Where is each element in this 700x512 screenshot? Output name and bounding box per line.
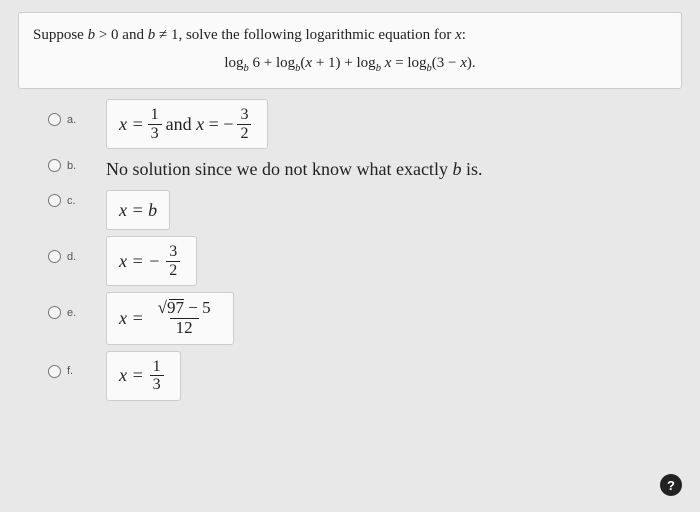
option-row: e. x =√97 − 512 bbox=[48, 292, 682, 344]
option-box[interactable]: x =√97 − 512 bbox=[106, 292, 234, 344]
option-text: No solution since we do not know what ex… bbox=[106, 155, 482, 184]
option-box[interactable]: x =13 bbox=[106, 351, 181, 401]
option-letter: b. bbox=[67, 160, 76, 172]
option-letter: f. bbox=[67, 365, 73, 377]
option-row: b. No solution since we do not know what … bbox=[48, 155, 682, 184]
radio-button[interactable] bbox=[48, 113, 61, 126]
option-row: d. x = −32 bbox=[48, 236, 682, 286]
radio-button[interactable] bbox=[48, 159, 61, 172]
option-row: c. x = b bbox=[48, 190, 682, 230]
radio-button[interactable] bbox=[48, 306, 61, 319]
option-letter: c. bbox=[67, 195, 76, 207]
radio-button[interactable] bbox=[48, 194, 61, 207]
question-box: Suppose b > 0 and b ≠ 1, solve the follo… bbox=[18, 12, 682, 89]
question-equation: logb 6 + logb(x + 1) + logb x = logb(3 −… bbox=[33, 55, 667, 74]
option-box[interactable]: x = −32 bbox=[106, 236, 197, 286]
option-letter: d. bbox=[67, 251, 76, 263]
option-row: a. x =13 and x = −32 bbox=[48, 99, 682, 149]
help-button[interactable]: ? bbox=[660, 474, 682, 496]
option-letter: e. bbox=[67, 307, 76, 319]
option-box[interactable]: x =13 and x = −32 bbox=[106, 99, 268, 149]
radio-button[interactable] bbox=[48, 250, 61, 263]
question-prompt: Suppose b > 0 and b ≠ 1, solve the follo… bbox=[33, 23, 667, 47]
radio-button[interactable] bbox=[48, 365, 61, 378]
option-box[interactable]: x = b bbox=[106, 190, 170, 230]
options-area: a. x =13 and x = −32 b. No solution since w… bbox=[48, 99, 682, 401]
option-row: f. x =13 bbox=[48, 351, 682, 401]
option-letter: a. bbox=[67, 114, 76, 126]
